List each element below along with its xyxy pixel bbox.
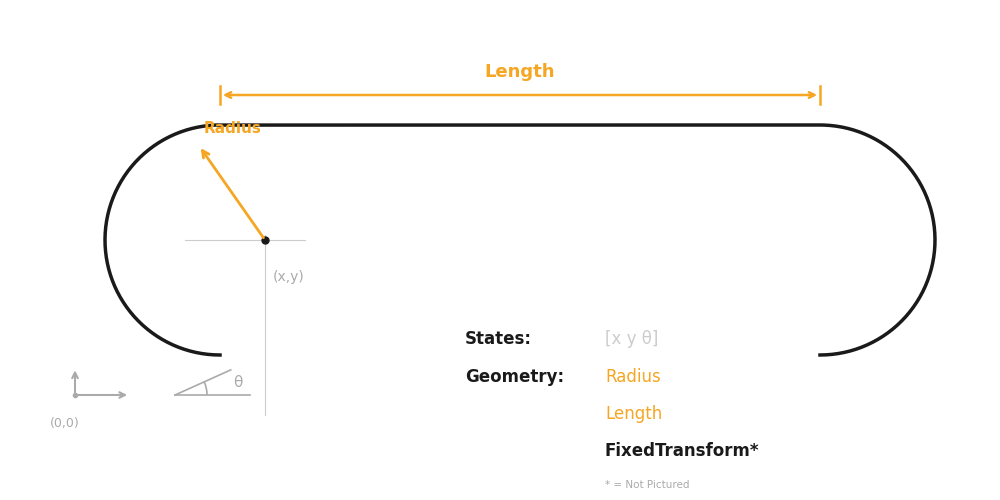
Text: Length: Length: [605, 405, 662, 423]
Text: Radius: Radius: [605, 368, 661, 386]
Text: Length: Length: [485, 63, 555, 81]
Text: Geometry:: Geometry:: [465, 368, 564, 386]
Text: FixedTransform*: FixedTransform*: [605, 442, 760, 460]
Text: (0,0): (0,0): [50, 418, 80, 430]
Text: [x y θ]: [x y θ]: [605, 330, 658, 348]
Text: θ: θ: [233, 375, 243, 390]
Text: Radius: Radius: [204, 121, 262, 136]
Text: (x,y): (x,y): [273, 270, 305, 284]
Text: States:: States:: [465, 330, 532, 348]
Text: * = Not Pictured: * = Not Pictured: [605, 480, 690, 490]
